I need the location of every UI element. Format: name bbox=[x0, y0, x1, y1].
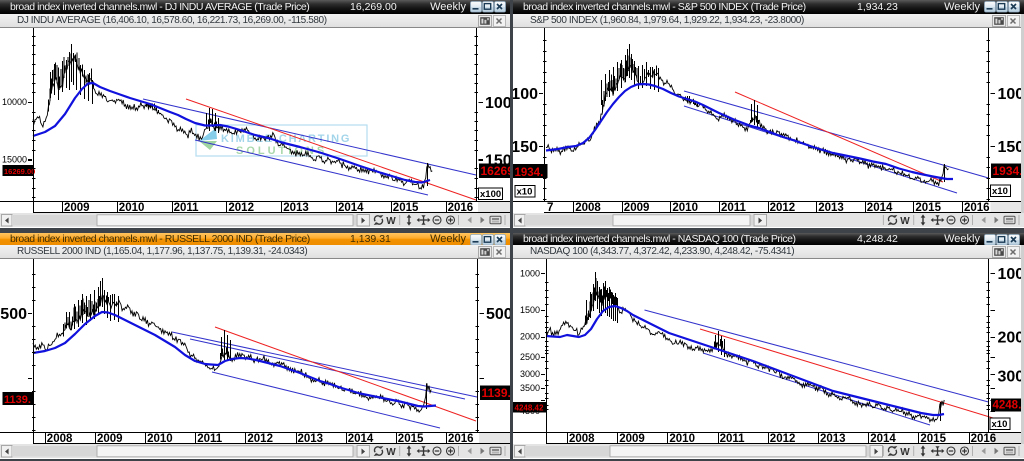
svg-text:2010: 2010 bbox=[147, 433, 173, 444]
svg-text:150: 150 bbox=[998, 139, 1024, 156]
svg-text:2008: 2008 bbox=[47, 433, 73, 444]
svg-text:3000: 3000 bbox=[520, 369, 540, 379]
svg-text:2000: 2000 bbox=[520, 332, 540, 342]
svg-text:2016: 2016 bbox=[964, 202, 990, 213]
svg-text:100: 100 bbox=[513, 86, 538, 103]
svg-text:2012: 2012 bbox=[247, 433, 273, 444]
svg-text:x10: x10 bbox=[992, 186, 1008, 197]
svg-text:x10: x10 bbox=[517, 187, 533, 198]
svg-text:W: W bbox=[900, 216, 910, 227]
svg-text:16269: 16269 bbox=[481, 164, 511, 178]
svg-text:2013: 2013 bbox=[283, 202, 309, 213]
svg-text:500: 500 bbox=[0, 306, 27, 323]
svg-text:2010: 2010 bbox=[669, 433, 695, 444]
svg-text:300: 300 bbox=[998, 369, 1024, 386]
svg-text:2013: 2013 bbox=[820, 433, 846, 444]
svg-text:2012: 2012 bbox=[770, 202, 796, 213]
svg-text:2014: 2014 bbox=[870, 433, 896, 444]
svg-text:2016: 2016 bbox=[448, 202, 474, 213]
svg-text:1934.: 1934. bbox=[993, 164, 1023, 178]
svg-text:2014: 2014 bbox=[338, 202, 364, 213]
svg-text:4248.42: 4248.42 bbox=[515, 403, 544, 412]
svg-text:2500: 2500 bbox=[520, 352, 540, 362]
svg-text:150: 150 bbox=[513, 139, 538, 156]
svg-text:2009: 2009 bbox=[624, 202, 650, 213]
svg-text:2014: 2014 bbox=[867, 202, 893, 213]
svg-text:2013: 2013 bbox=[298, 433, 324, 444]
svg-text:2015: 2015 bbox=[915, 202, 941, 213]
svg-text:2016: 2016 bbox=[971, 433, 997, 444]
svg-text:W: W bbox=[386, 216, 396, 227]
svg-text:2011: 2011 bbox=[197, 433, 223, 444]
svg-text:x100: x100 bbox=[480, 189, 501, 200]
svg-text:2011: 2011 bbox=[720, 433, 746, 444]
svg-text:15000: 15000 bbox=[2, 155, 27, 165]
svg-text:W: W bbox=[900, 447, 910, 458]
svg-text:2015: 2015 bbox=[398, 433, 424, 444]
svg-text:2012: 2012 bbox=[770, 433, 796, 444]
svg-text:1139.: 1139. bbox=[4, 394, 31, 406]
svg-text:10000: 10000 bbox=[2, 97, 27, 107]
svg-text:1000: 1000 bbox=[520, 269, 540, 279]
svg-text:2016: 2016 bbox=[448, 433, 474, 444]
svg-text:W: W bbox=[386, 447, 396, 458]
svg-text:4248.: 4248. bbox=[993, 400, 1022, 412]
svg-text:2015: 2015 bbox=[393, 202, 419, 213]
svg-text:1139.: 1139. bbox=[482, 386, 511, 400]
svg-text:2012: 2012 bbox=[228, 202, 254, 213]
svg-text:1500: 1500 bbox=[520, 305, 540, 315]
svg-text:100: 100 bbox=[998, 266, 1024, 283]
svg-text:2011: 2011 bbox=[174, 202, 200, 213]
svg-text:2010: 2010 bbox=[119, 202, 145, 213]
svg-text:2015: 2015 bbox=[920, 433, 946, 444]
svg-text:16269.00: 16269.00 bbox=[4, 167, 35, 176]
svg-text:2008: 2008 bbox=[569, 433, 595, 444]
svg-text:100: 100 bbox=[485, 95, 510, 112]
svg-text:x10: x10 bbox=[992, 419, 1008, 430]
svg-text:2009: 2009 bbox=[619, 433, 645, 444]
svg-text:2009: 2009 bbox=[64, 202, 90, 213]
svg-text:2013: 2013 bbox=[818, 202, 844, 213]
svg-text:2010: 2010 bbox=[672, 202, 698, 213]
svg-text:2014: 2014 bbox=[348, 433, 374, 444]
svg-text:200: 200 bbox=[998, 329, 1024, 346]
svg-text:100: 100 bbox=[998, 86, 1024, 103]
svg-text:1934.: 1934. bbox=[515, 167, 544, 179]
svg-text:3500: 3500 bbox=[520, 383, 540, 393]
svg-text:2008: 2008 bbox=[575, 202, 601, 213]
svg-text:7: 7 bbox=[547, 202, 553, 213]
svg-text:2011: 2011 bbox=[721, 202, 747, 213]
svg-text:2009: 2009 bbox=[97, 433, 123, 444]
svg-text:500: 500 bbox=[486, 306, 510, 323]
